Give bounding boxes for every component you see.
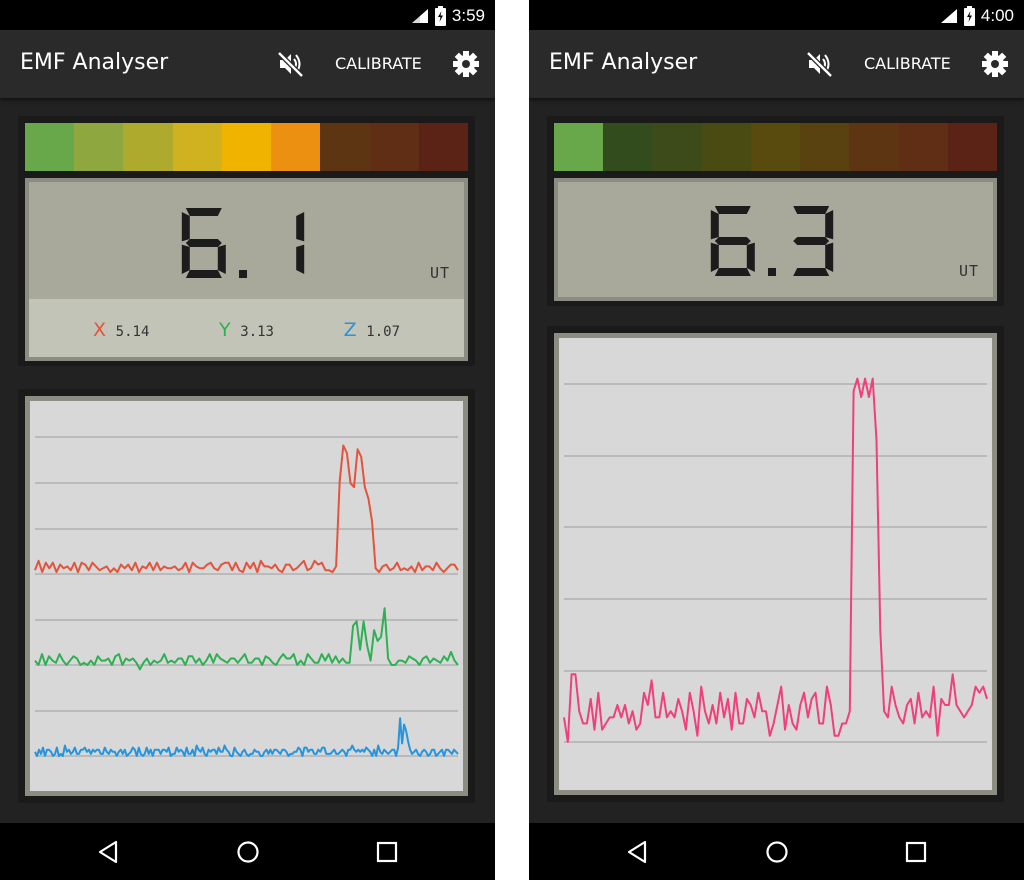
x-readout: X 5.14 [93,319,149,341]
home-icon [237,841,259,863]
lcd-display: UT X 5.14 Y 3.13 Z 1.07 [25,178,468,361]
z-axis-label: Z [343,319,357,341]
level-segment [701,123,751,171]
level-bar [554,123,997,171]
readout-digit [181,208,226,278]
level-segment [652,123,702,171]
app-title: EMF Analyser [20,50,169,75]
calibrate-button[interactable]: CALIBRATE [864,54,951,73]
x-axis-value: 5.14 [115,324,150,340]
graph-panel [18,389,475,803]
y-axis-value: 3.13 [240,324,274,340]
battery-charging-icon [963,6,975,26]
level-segment [271,123,321,171]
graph-panel [547,326,1004,802]
meter-panel: UT [547,116,1004,306]
level-segment [221,123,272,171]
status-bar: 4:00 [529,0,1024,30]
z-axis-value: 1.07 [366,324,401,340]
level-bar [25,123,468,171]
axis-readouts: X 5.14 Y 3.13 Z 1.07 [29,299,464,357]
phone-screen-right: 4:00 EMF Analyser CALIBRATE [529,0,1024,880]
unit-label: UT [958,262,979,280]
gear-icon [453,51,479,77]
back-button[interactable] [625,839,651,865]
back-icon [98,840,118,864]
readout-decimal-point [239,270,247,278]
level-segment [947,123,997,171]
level-segment [554,123,604,171]
axis-graph [34,436,459,757]
mute-button[interactable] [805,50,835,78]
unit-label: UT [429,264,450,282]
readout-digit [296,212,305,274]
app-bar: EMF Analyser CALIBRATE [0,30,495,98]
level-segment [74,123,124,171]
status-time: 3:59 [451,6,485,25]
y-readout: Y 3.13 [219,319,274,341]
back-icon [627,840,647,864]
readout-digit [793,206,834,276]
y-axis-label: Y [219,319,231,341]
z-axis-trace [34,717,459,757]
signal-icon [940,9,957,23]
signal-icon [411,9,428,23]
home-button[interactable] [764,839,790,865]
status-bar: 3:59 [0,0,495,30]
level-segment [418,123,468,171]
magnitude-trace [563,377,988,743]
level-segment [25,123,75,171]
level-segment [369,123,419,171]
volume-off-icon [277,51,304,78]
magnitude-readout [710,206,834,276]
nav-bar [529,823,1024,880]
back-button[interactable] [96,839,122,865]
app-bar: EMF Analyser CALIBRATE [529,30,1024,98]
calibrate-button[interactable]: CALIBRATE [335,54,422,73]
magnitude-graph [563,377,988,743]
level-segment [898,123,948,171]
lcd-display: UT [554,178,997,301]
level-segment [320,123,370,171]
recents-button[interactable] [903,839,929,865]
settings-button[interactable] [452,50,480,78]
app-title: EMF Analyser [549,50,698,75]
home-icon [766,841,788,863]
gear-icon [982,51,1008,77]
readout-digit [710,206,755,276]
nav-bar [0,823,495,880]
level-segment [172,123,222,171]
level-segment [800,123,850,171]
level-segment [123,123,173,171]
z-readout: Z 1.07 [344,319,400,341]
magnitude-readout [181,208,305,278]
level-segment [849,123,899,171]
status-time: 4:00 [980,6,1014,25]
home-button[interactable] [235,839,261,865]
x-axis-trace [34,444,459,574]
y-axis-trace [34,607,459,671]
phone-screen-left: 3:59 EMF Analyser CALIBRATE [0,0,495,880]
level-segment [750,123,801,171]
meter-panel: UT X 5.14 Y 3.13 Z 1.07 [18,116,475,366]
recents-icon [905,841,927,863]
settings-button[interactable] [981,50,1009,78]
x-axis-label: X [92,319,107,341]
recents-button[interactable] [374,839,400,865]
volume-off-icon [806,51,833,78]
readout-decimal-point [768,268,776,276]
battery-charging-icon [434,6,446,26]
recents-icon [376,841,398,863]
mute-button[interactable] [276,50,306,78]
level-segment [603,123,653,171]
